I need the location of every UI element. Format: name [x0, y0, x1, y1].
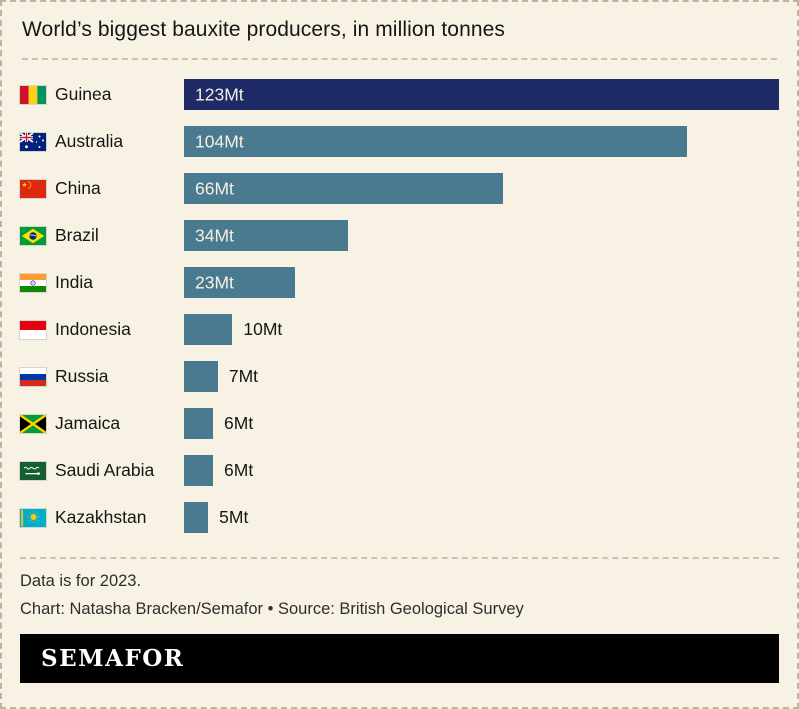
divider [22, 58, 777, 61]
bar [184, 361, 218, 393]
value-label: 6Mt [224, 460, 254, 481]
semafor-logo-bar: SEMAFOR [20, 634, 779, 684]
chart-row: Indonesia 10Mt [20, 306, 779, 353]
value-label: 104Mt [195, 131, 244, 152]
value-label: 34Mt [195, 225, 234, 246]
country-label: Jamaica [55, 413, 121, 434]
country-label: Indonesia [55, 319, 131, 340]
country-label: Saudi Arabia [55, 460, 155, 481]
bar-area: 123Mt [184, 79, 779, 111]
bar-area: 34Mt [184, 220, 779, 252]
bar-area: 5Mt [184, 502, 779, 534]
bar-area: 6Mt [184, 408, 779, 440]
bar-area: 6Mt [184, 455, 779, 487]
value-label: 7Mt [228, 366, 259, 387]
country-label: China [55, 178, 101, 199]
bar [184, 79, 779, 111]
chart-row: Australia 104Mt [20, 118, 779, 165]
bar [184, 502, 209, 534]
brazil-flag-icon [20, 226, 46, 245]
value-label: 23Mt [195, 272, 234, 293]
bar [184, 314, 233, 346]
bar-area: 23Mt [184, 267, 779, 299]
chart-row: Russia 7Mt [20, 353, 779, 400]
value-label: 123Mt [195, 84, 244, 105]
chart-row: China 66Mt [20, 165, 779, 212]
chart-row: Saudi Arabia 6Mt [20, 447, 779, 494]
country-label: Kazakhstan [55, 507, 147, 528]
chart-row: Brazil 34Mt [20, 212, 779, 259]
indonesia-flag-icon [20, 320, 46, 339]
bar-area: 104Mt [184, 126, 779, 158]
chart-row: Jamaica 6Mt [20, 400, 779, 447]
bar-area: 66Mt [184, 173, 779, 205]
chart-credit: Chart: Natasha Bracken/Semafor • Source:… [20, 600, 524, 619]
data-note: Data is for 2023. [20, 572, 142, 591]
bar-chart: Guinea 123Mt Australia 104Mt China 66Mt [20, 60, 779, 557]
jamaica-flag-icon [20, 414, 46, 433]
guinea-flag-icon [20, 85, 46, 104]
country-label: Russia [55, 366, 109, 387]
value-label: 6Mt [224, 413, 254, 434]
bar [184, 220, 349, 252]
bar-area: 7Mt [184, 361, 779, 393]
kazakhstan-flag-icon [20, 508, 46, 527]
chart-row: India 23Mt [20, 259, 779, 306]
chart-footer: Data is for 2023. Chart: Natasha Bracken… [20, 557, 779, 619]
bar-area: 10Mt [184, 314, 779, 346]
bar [184, 408, 214, 440]
chart-row: Kazakhstan 5Mt [20, 494, 779, 541]
value-label: 5Mt [219, 507, 249, 528]
semafor-logo: SEMAFOR [41, 645, 185, 673]
india-flag-icon [20, 273, 46, 292]
bar [184, 267, 296, 299]
country-label: India [55, 272, 93, 293]
bar [184, 126, 688, 158]
country-label: Brazil [55, 225, 99, 246]
china-flag-icon [20, 179, 46, 198]
bar [184, 173, 504, 205]
saudi-arabia-flag-icon [20, 461, 46, 480]
chart-title: World’s biggest bauxite producers, in mi… [22, 18, 506, 41]
chart-row: Guinea 123Mt [20, 71, 779, 118]
value-label: 66Mt [195, 178, 234, 199]
chart-header: World’s biggest bauxite producers, in mi… [20, 2, 779, 61]
bar [184, 455, 214, 487]
value-label: 10Mt [243, 319, 283, 340]
country-label: Australia [55, 131, 124, 152]
country-label: Guinea [55, 84, 112, 105]
russia-flag-icon [20, 367, 46, 386]
australia-flag-icon [20, 132, 46, 151]
